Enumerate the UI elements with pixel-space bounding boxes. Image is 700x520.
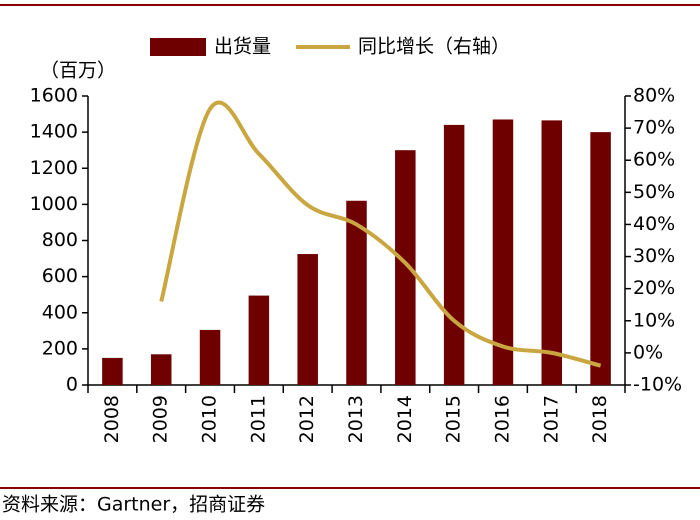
x-tick-label: 2017 — [540, 395, 562, 443]
x-tick-label: 2013 — [345, 395, 367, 443]
bar — [346, 200, 367, 385]
legend-label: 出货量 — [214, 36, 271, 58]
legend-label: 同比增长（右轴） — [358, 36, 510, 58]
bar — [590, 132, 611, 385]
legend-swatch-bar — [150, 38, 206, 56]
x-tick-label: 2009 — [150, 395, 172, 443]
y-tick-label: 1200 — [30, 157, 78, 179]
y-tick-label: 600 — [42, 265, 78, 287]
x-tick-label: 2011 — [247, 395, 269, 443]
source-note: 资料来源：Gartner，招商证券 — [2, 494, 265, 516]
x-tick-label: 2016 — [491, 395, 513, 443]
line-series — [159, 100, 602, 368]
y2-tick-label: 80% — [633, 85, 675, 107]
bar — [150, 354, 172, 385]
y2-tick-label: 30% — [633, 245, 675, 267]
bar — [443, 124, 465, 386]
x-tick-label: 2015 — [443, 395, 465, 443]
y-tick-label: 1600 — [30, 85, 78, 107]
y2-tick-label: 20% — [633, 277, 675, 299]
bar — [395, 150, 416, 385]
bar — [199, 329, 221, 385]
y2-tick-label: -10% — [633, 374, 682, 396]
x-tick-label: 2018 — [589, 395, 611, 443]
x-tick-label: 2010 — [199, 395, 221, 443]
y-tick-label: 1400 — [30, 121, 78, 143]
bar — [248, 295, 270, 385]
y2-tick-label: 10% — [633, 309, 675, 331]
bar — [102, 357, 123, 385]
y-tick-label: 400 — [42, 301, 78, 323]
y-tick-label: 0 — [66, 374, 78, 396]
y-tick-label: 1000 — [30, 193, 78, 215]
y2-tick-label: 40% — [633, 213, 675, 235]
x-tick-label: 2008 — [101, 395, 123, 443]
y-axis-unit: （百万） — [40, 60, 116, 82]
bar — [541, 120, 563, 386]
x-tick-label: 2014 — [394, 395, 416, 443]
y2-tick-label: 0% — [633, 341, 663, 363]
bar — [492, 119, 514, 385]
y2-tick-label: 70% — [633, 117, 675, 139]
y-tick-label: 800 — [42, 229, 78, 251]
bar — [297, 254, 318, 385]
y-tick-label: 200 — [42, 337, 78, 359]
y2-tick-label: 50% — [633, 181, 675, 203]
y2-tick-label: 60% — [633, 149, 675, 171]
x-tick-label: 2012 — [296, 395, 318, 443]
